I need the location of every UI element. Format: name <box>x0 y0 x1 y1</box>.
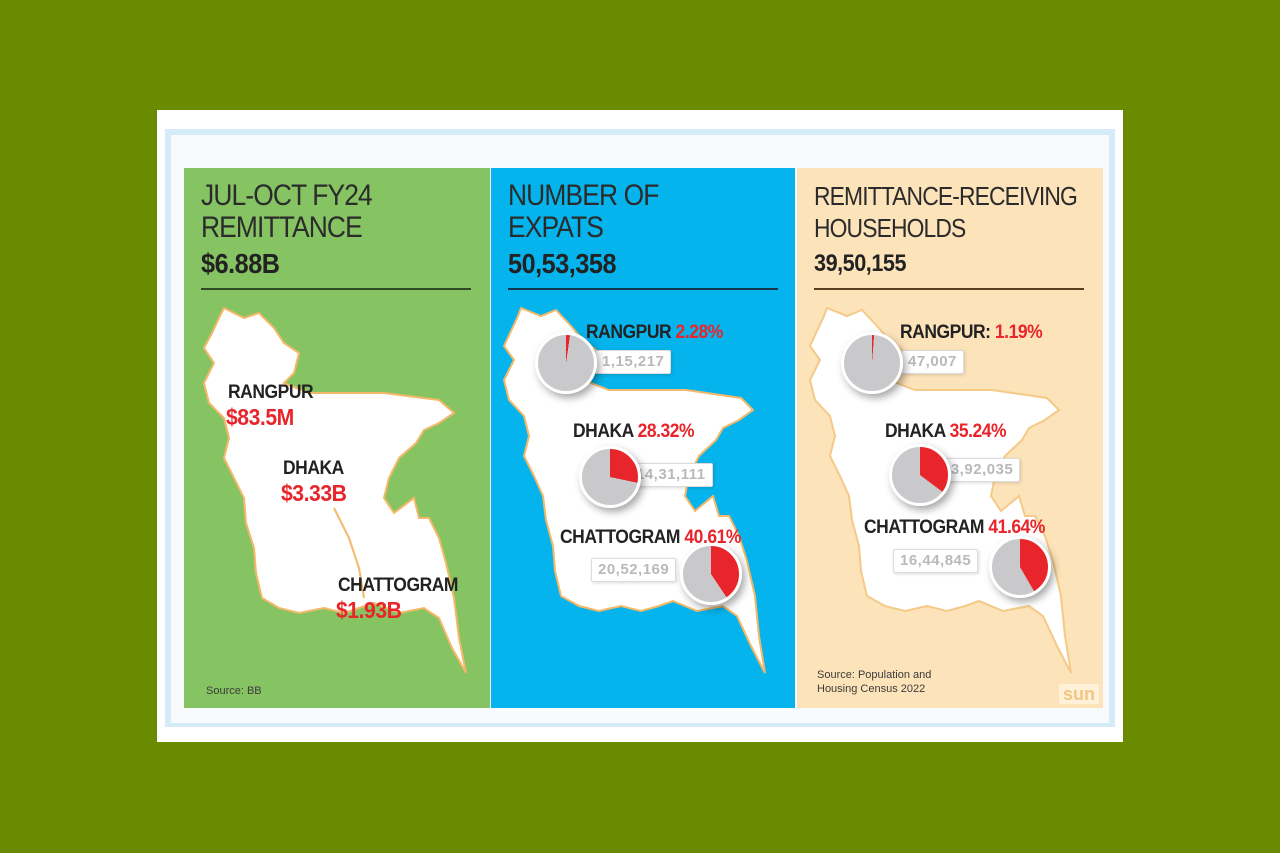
infographic-canvas: JUL-OCT FY24 REMITTANCE $6.88B RANGPUR $… <box>171 135 1109 723</box>
bangladesh-map-icon <box>202 306 467 674</box>
region-name-dhaka: DHAKA <box>283 458 344 479</box>
count-rangpur: 1,15,217 <box>595 350 672 374</box>
panel-total: 50,53,358 <box>508 248 617 279</box>
panel-remittance: JUL-OCT FY24 REMITTANCE $6.88B RANGPUR $… <box>184 168 490 708</box>
region-label-rangpur: RANGPUR 2.28% <box>586 322 723 343</box>
panel-expats: NUMBER OF EXPATS 50,53,358 RANGPUR 2.28%… <box>491 168 795 708</box>
region-value-dhaka: $3.33B <box>281 480 347 506</box>
infographic-border: JUL-OCT FY24 REMITTANCE $6.88B RANGPUR $… <box>165 129 1115 727</box>
region-name-chattogram: CHATTOGRAM <box>338 575 459 596</box>
panel-title: REMITTANCE-RECEIVING HOUSEHOLDS <box>814 180 1078 244</box>
source-line-1: Source: Population and <box>817 669 932 681</box>
divider <box>201 288 471 290</box>
divider <box>508 288 778 290</box>
panel-households: REMITTANCE-RECEIVING HOUSEHOLDS 39,50,15… <box>797 168 1103 708</box>
region-label-rangpur: RANGPUR: 1.19% <box>900 322 1043 343</box>
panel-total: 39,50,155 <box>814 250 907 277</box>
source-note: Source: BB <box>206 685 262 697</box>
count-dhaka: 14,31,111 <box>629 463 713 487</box>
region-value-chattogram: $1.93B <box>336 597 402 623</box>
region-value-rangpur: $83.5M <box>226 404 294 430</box>
pie-chart-rangpur <box>841 332 903 394</box>
pie-chart-dhaka <box>889 444 951 506</box>
title-line-2: EXPATS <box>508 211 604 244</box>
title-line-1: NUMBER OF <box>508 179 659 212</box>
divider <box>814 288 1084 290</box>
panel-total: $6.88B <box>201 248 280 279</box>
region-name-rangpur: RANGPUR <box>228 382 314 403</box>
infographic-frame: JUL-OCT FY24 REMITTANCE $6.88B RANGPUR $… <box>157 110 1123 742</box>
title-line-2: REMITTANCE <box>201 211 363 244</box>
count-chattogram: 16,44,845 <box>893 549 979 573</box>
pie-chart-dhaka <box>579 446 641 508</box>
count-rangpur: 47,007 <box>901 350 964 374</box>
region-label-chattogram: CHATTOGRAM 41.64% <box>864 517 1045 538</box>
panel-title: NUMBER OF EXPATS <box>508 180 748 244</box>
source-line-2: Housing Census 2022 <box>817 683 926 695</box>
title-line-1: REMITTANCE-RECEIVING <box>814 181 1078 211</box>
sun-logo: sun <box>1059 684 1099 704</box>
title-line-1: JUL-OCT FY24 <box>201 179 373 212</box>
count-chattogram: 20,52,169 <box>591 558 677 582</box>
region-label-dhaka: DHAKA 35.24% <box>885 421 1007 442</box>
source-note: Source: Population and Housing Census 20… <box>817 668 931 696</box>
panel-title: JUL-OCT FY24 REMITTANCE <box>201 180 443 244</box>
title-line-2: HOUSEHOLDS <box>814 213 966 243</box>
region-label-chattogram: CHATTOGRAM 40.61% <box>560 527 741 548</box>
pie-chart-chattogram <box>680 543 742 605</box>
pie-chart-chattogram <box>989 536 1051 598</box>
pie-chart-rangpur <box>535 332 597 394</box>
region-label-dhaka: DHAKA 28.32% <box>573 421 695 442</box>
